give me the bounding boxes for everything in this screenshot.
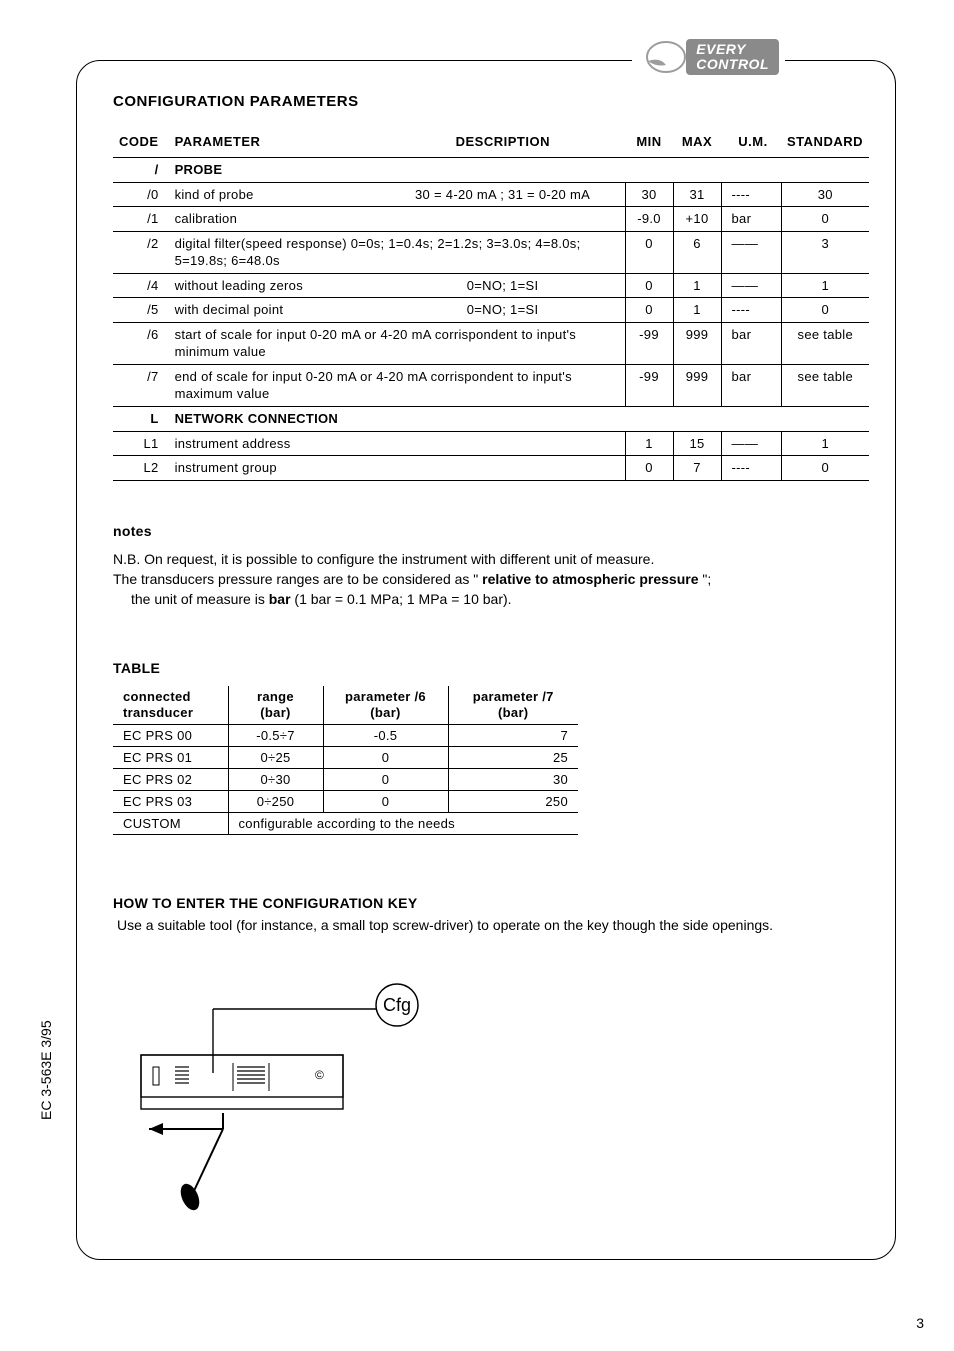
heading-howto: HOW TO ENTER THE CONFIGURATION KEY	[113, 895, 869, 911]
col-code: CODE	[113, 130, 169, 158]
swirl-icon	[638, 39, 686, 75]
table-row: /6start of scale for input 0-20 mA or 4-…	[113, 322, 869, 364]
copyright-icon: ©	[315, 1068, 324, 1082]
logo-line1: EVERY	[696, 42, 769, 57]
tcol-transducer: connected transducer	[113, 686, 228, 725]
cfg-label: Cfg	[383, 995, 411, 1015]
parameters-table: CODE PARAMETER DESCRIPTION MIN MAX U.M. …	[113, 130, 869, 481]
logo: EVERY CONTROL	[632, 39, 785, 75]
col-description: DESCRIPTION	[381, 130, 625, 158]
table-row: EC PRS 030÷2500250	[113, 791, 578, 813]
notes-line1: N.B. On request, it is possible to confi…	[113, 549, 869, 569]
document-id-label: EC 3-563E 3/95	[38, 1020, 54, 1120]
tcol-p7: parameter /7 (bar)	[448, 686, 578, 725]
page-frame: EVERY CONTROL CONFIGURATION PARAMETERS C…	[76, 60, 896, 1260]
cfg-illustration: Cfg ©	[123, 983, 869, 1218]
table-row: /2digital filter(speed response) 0=0s; 1…	[113, 231, 869, 273]
table-row: /1calibration-9.0+10bar0	[113, 207, 869, 232]
table-row: /4without leading zeros0=NO; 1=SI01——1	[113, 273, 869, 298]
col-standard: STANDARD	[781, 130, 869, 158]
table-row: EC PRS 00-0.5÷7-0.57	[113, 725, 578, 747]
table-row: /7end of scale for input 0-20 mA or 4-20…	[113, 364, 869, 406]
notes-line2: The transducers pressure ranges are to b…	[113, 569, 869, 589]
page-number: 3	[916, 1315, 924, 1331]
table-row: /PROBE	[113, 158, 869, 183]
heading-notes: notes	[113, 523, 869, 539]
table-row: LNETWORK CONNECTION	[113, 407, 869, 432]
table-row: L1instrument address115——1	[113, 431, 869, 456]
table-row: /0kind of probe30 = 4-20 mA ; 31 = 0-20 …	[113, 182, 869, 207]
logo-text: EVERY CONTROL	[686, 39, 779, 75]
col-min: MIN	[625, 130, 673, 158]
transducer-table: connected transducer range (bar) paramet…	[113, 686, 578, 836]
table-row: CUSTOMconfigurable according to the need…	[113, 813, 578, 835]
tcol-p6: parameter /6 (bar)	[323, 686, 448, 725]
heading-table: TABLE	[113, 660, 869, 676]
col-parameter: PARAMETER	[169, 130, 381, 158]
notes-block: N.B. On request, it is possible to confi…	[113, 549, 869, 610]
table-row: EC PRS 010÷25025	[113, 747, 578, 769]
table-row: /5with decimal point0=NO; 1=SI01----0	[113, 298, 869, 323]
col-max: MAX	[673, 130, 721, 158]
tcol-range: range (bar)	[228, 686, 323, 725]
notes-line3: the unit of measure is bar (1 bar = 0.1 …	[131, 589, 869, 609]
logo-line2: CONTROL	[696, 57, 769, 72]
col-um: U.M.	[721, 130, 781, 158]
heading-config-params: CONFIGURATION PARAMETERS	[113, 93, 869, 110]
table-row: EC PRS 020÷30030	[113, 769, 578, 791]
howto-text: Use a suitable tool (for instance, a sma…	[117, 917, 869, 933]
table-row: L2instrument group07----0	[113, 456, 869, 481]
